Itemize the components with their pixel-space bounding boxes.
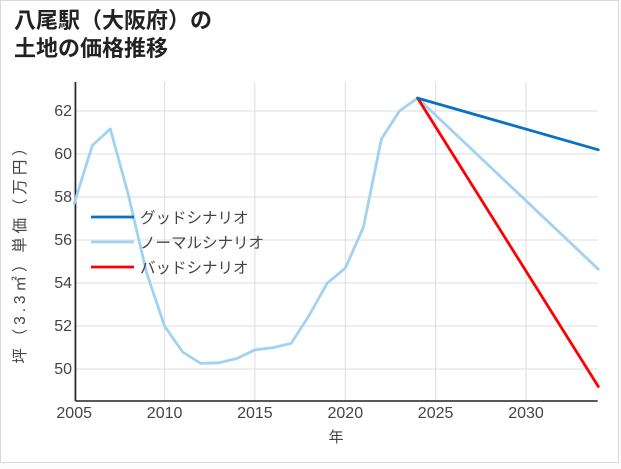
svg-text:年: 年 — [328, 429, 343, 446]
svg-text:56: 56 — [54, 232, 72, 249]
svg-text:2010: 2010 — [147, 405, 183, 422]
svg-text:2005: 2005 — [56, 405, 92, 422]
svg-text:バッドシナリオ: バッドシナリオ — [140, 260, 249, 277]
svg-text:54: 54 — [54, 275, 72, 292]
svg-text:2020: 2020 — [328, 405, 364, 422]
svg-text:60: 60 — [54, 146, 72, 163]
svg-text:58: 58 — [54, 189, 72, 206]
svg-text:2015: 2015 — [237, 405, 273, 422]
svg-text:50: 50 — [54, 361, 72, 378]
svg-text:62: 62 — [54, 103, 72, 120]
svg-text:ノーマルシナリオ: ノーマルシナリオ — [140, 235, 264, 252]
svg-text:2025: 2025 — [418, 405, 454, 422]
svg-text:グッドシナリオ: グッドシナリオ — [140, 209, 249, 227]
svg-text:2030: 2030 — [508, 405, 544, 422]
svg-text:坪（3.3㎡）単価（万円）: 坪（3.3㎡）単価（万円） — [11, 136, 29, 363]
svg-text:52: 52 — [54, 318, 72, 335]
